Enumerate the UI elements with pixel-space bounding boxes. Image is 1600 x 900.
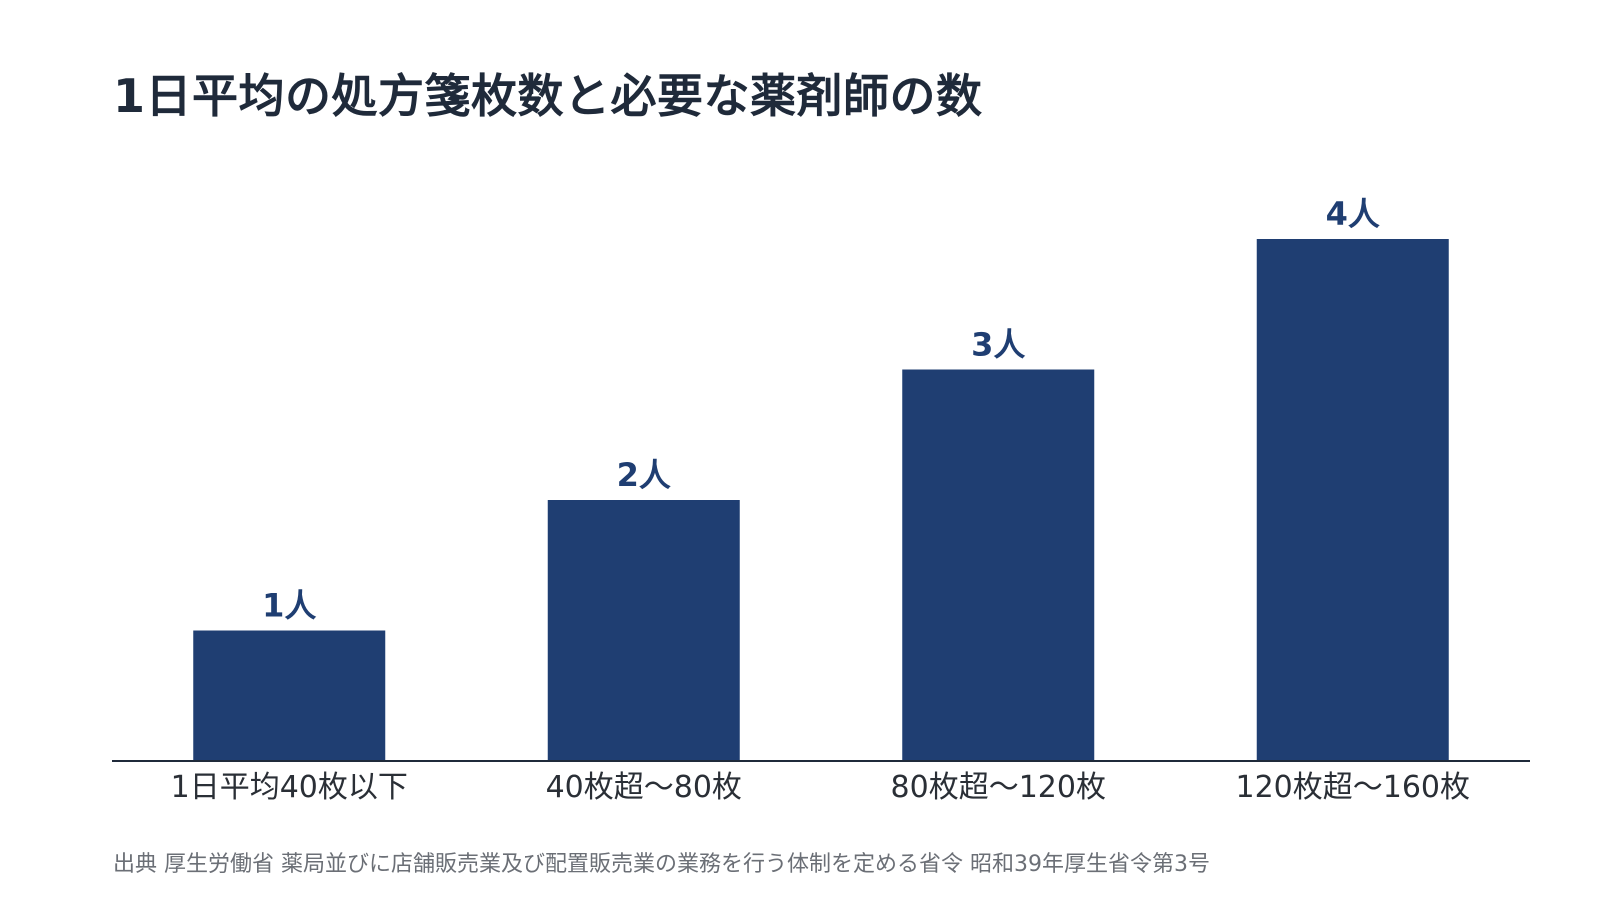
bar-3 xyxy=(902,369,1095,761)
bar-2 xyxy=(547,500,740,761)
bar-4 xyxy=(1256,239,1449,761)
data-label-3: 3人 xyxy=(971,326,1025,364)
x-tick-label-4: 120枚超〜160枚 xyxy=(1235,770,1470,805)
chart-title: 1日平均の処方箋枚数と必要な薬剤師の数 xyxy=(113,69,983,123)
x-tick-label-1: 1日平均40枚以下 xyxy=(171,770,408,805)
bar-1 xyxy=(193,630,386,761)
data-label-1: 1人 xyxy=(262,587,316,625)
data-label-4: 4人 xyxy=(1326,195,1380,233)
x-tick-label-2: 40枚超〜80枚 xyxy=(546,770,742,805)
source-note: 出典 厚生労働省 薬局並びに店舗販売業及び配置販売業の業務を行う体制を定める省令… xyxy=(113,852,1210,877)
x-tick-label-3: 80枚超〜120枚 xyxy=(891,770,1106,805)
data-label-2: 2人 xyxy=(617,456,671,494)
